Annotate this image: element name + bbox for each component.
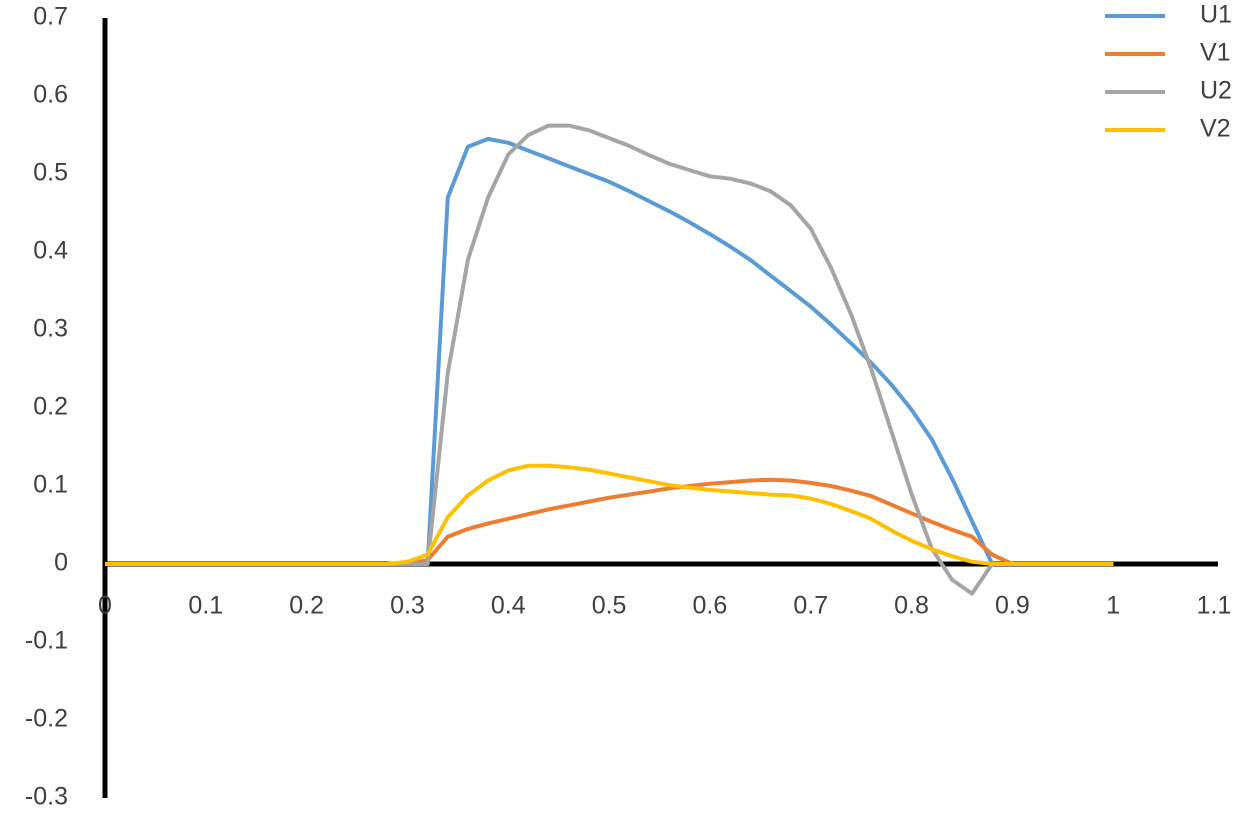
y-tick-label: 0.4 — [33, 237, 68, 265]
data-line — [105, 136, 1114, 566]
legend-label: U2 — [1200, 77, 1232, 105]
x-tick-label: 0.6 — [693, 592, 728, 620]
data-line — [105, 463, 1114, 566]
data-line — [105, 477, 1114, 566]
legend-label: V2 — [1200, 115, 1231, 143]
x-tick-label: 0.4 — [491, 592, 526, 620]
x-tick-label: 0.5 — [592, 592, 627, 620]
y-tick-label: 0 — [54, 549, 68, 577]
x-tick-label: 1 — [1106, 592, 1120, 620]
data-line — [105, 123, 1114, 596]
x-tick-label: 0 — [98, 592, 112, 620]
legend-label: U1 — [1200, 1, 1232, 29]
x-tick-label: 0.9 — [995, 592, 1030, 620]
x-tick-label: 0.8 — [894, 592, 929, 620]
y-tick-label: -0.1 — [25, 627, 68, 655]
x-tick-label: 1.1 — [1197, 592, 1232, 620]
y-tick-label: 0.5 — [33, 159, 68, 187]
y-tick-label: -0.2 — [25, 705, 68, 733]
y-tick-label: -0.3 — [25, 783, 68, 811]
x-tick-label: 0.7 — [793, 592, 828, 620]
y-tick-label: 0.7 — [33, 3, 68, 31]
y-tick-label: 0.1 — [33, 471, 68, 499]
x-tick-label: 0.2 — [289, 592, 324, 620]
y-tick-label: 0.3 — [33, 315, 68, 343]
y-tick-label: 0.6 — [33, 81, 68, 109]
y-tick-label: 0.2 — [33, 393, 68, 421]
legend-label: V1 — [1200, 39, 1231, 67]
x-tick-label: 0.1 — [188, 592, 223, 620]
x-tick-label: 0.3 — [390, 592, 425, 620]
